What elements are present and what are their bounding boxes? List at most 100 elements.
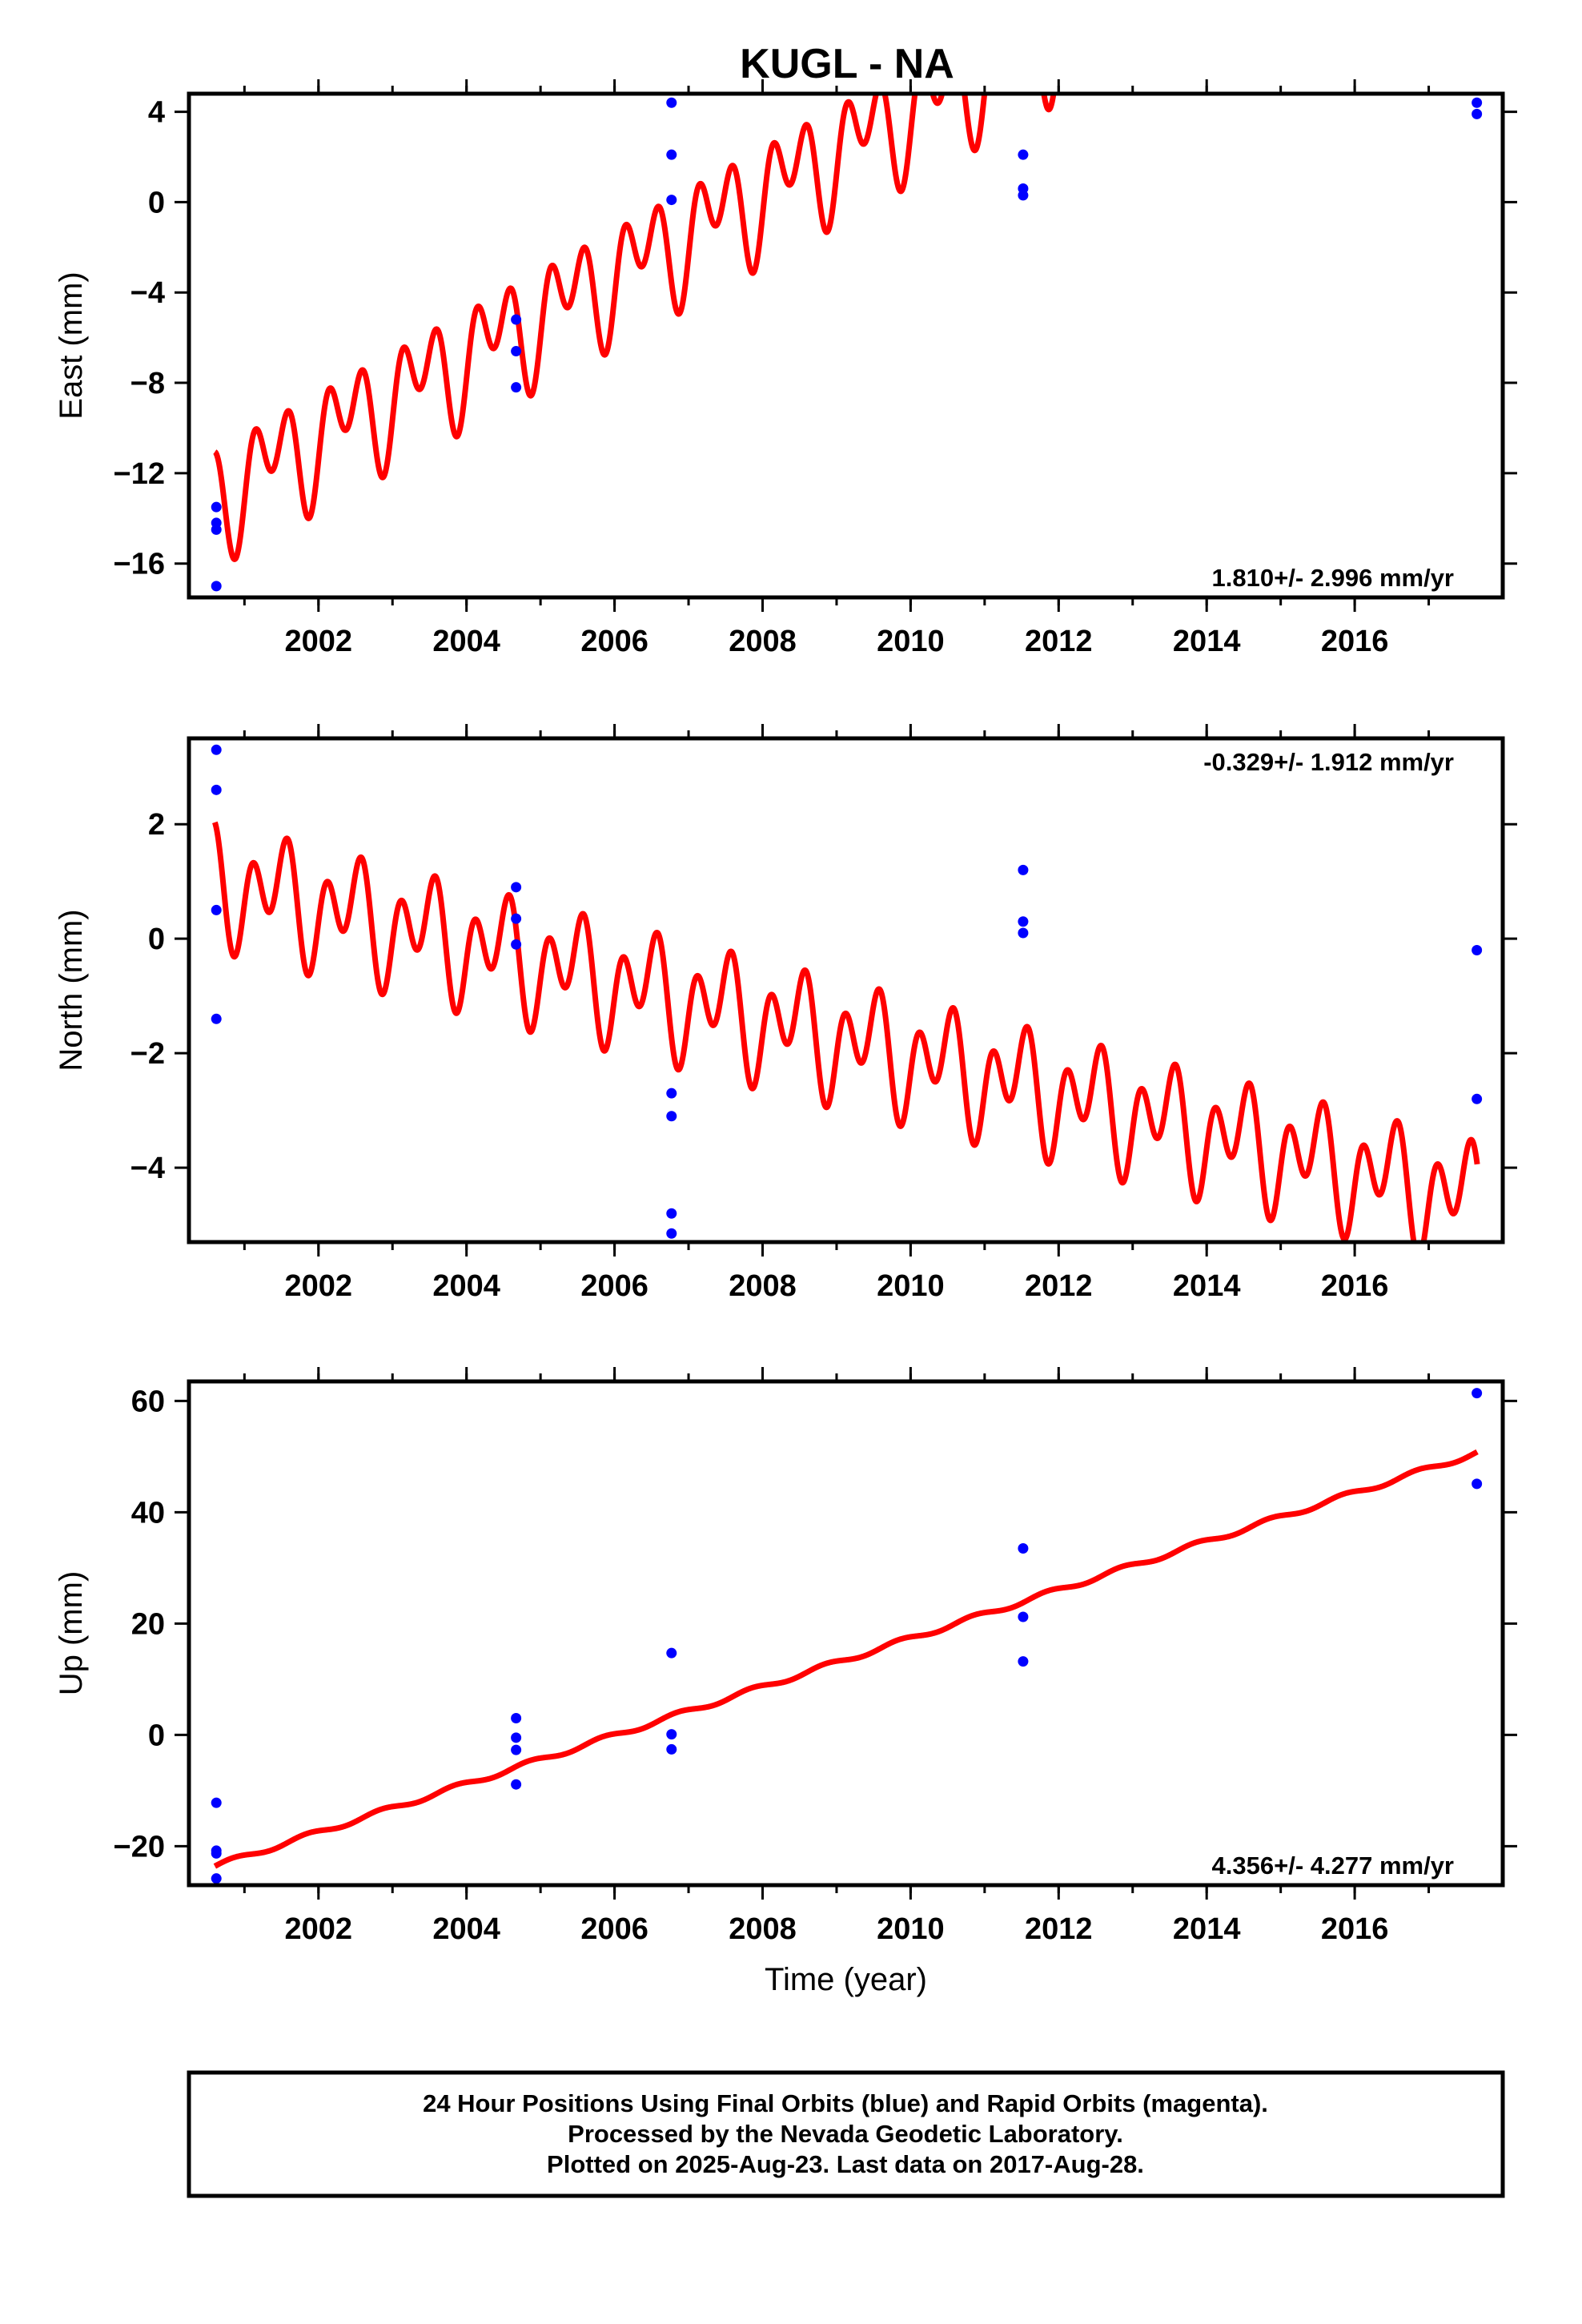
final-orbit-point [211,1848,222,1859]
final-orbit-point [666,1208,677,1219]
final-orbit-point [511,314,522,325]
final-orbit-point [666,1228,677,1239]
y-tick-label: −4 [130,276,165,310]
x-tick-label: 2016 [1321,1269,1389,1303]
final-orbit-point [511,1779,522,1790]
final-orbit-point [666,97,677,108]
x-tick-label: 2012 [1025,1269,1093,1303]
final-orbit-point [1472,1388,1483,1399]
x-tick-label: 2004 [432,625,500,658]
x-tick-label: 2002 [285,1912,353,1946]
x-tick-label: 2004 [432,1269,500,1303]
final-orbit-point [1472,1478,1483,1490]
x-tick-label: 2010 [877,1912,945,1946]
footer-line-3: Plotted on 2025-Aug-23. Last data on 201… [547,2150,1144,2178]
y-tick-label: −4 [130,1152,165,1185]
footer-line-2: Processed by the Nevada Geodetic Laborat… [568,2120,1123,2148]
x-tick-label: 2014 [1173,1269,1241,1303]
rate-annotation: 4.356+/- 4.277 mm/yr [1212,1852,1454,1880]
final-orbit-point [666,149,677,160]
x-tick-label: 2006 [580,625,648,658]
x-tick-label: 2002 [285,625,353,658]
y-tick-label: 20 [131,1607,165,1641]
footer-line-1: 24 Hour Positions Using Final Orbits (bl… [423,2089,1268,2117]
y-axis-label: Up (mm) [54,1571,89,1696]
final-orbit-point [666,1729,677,1740]
y-tick-label: −16 [114,548,165,581]
chart-title: KUGL - NA [740,41,954,87]
y-tick-label: −12 [114,457,165,491]
rate-annotation: -0.329+/- 1.912 mm/yr [1203,748,1454,776]
final-orbit-point [211,1797,222,1808]
y-tick-label: 0 [148,923,165,956]
model-fit-line [212,94,1057,562]
final-orbit-point [1472,108,1483,119]
x-tick-label: 2002 [285,1269,353,1303]
final-orbit-point [666,1088,677,1099]
final-orbit-point [511,346,522,357]
y-axis-label: East (mm) [54,271,89,419]
x-tick-label: 2012 [1025,625,1093,658]
final-orbit-point [1018,190,1029,201]
y-tick-label: 60 [131,1385,165,1418]
final-orbit-point [1018,916,1029,927]
final-orbit-point [666,1743,677,1755]
y-tick-label: 4 [148,96,165,130]
east-panel: 2002 2004 2006 2008 2010 2012 2014 2016 4 0 −4 −8 −1… [54,79,1517,658]
final-orbit-point [211,784,222,795]
final-orbit-point [666,1111,677,1122]
x-tick-label: 2010 [877,1269,945,1303]
x-tick-label: 2008 [729,625,797,658]
final-orbit-point [511,939,522,950]
y-tick-label: 0 [148,1719,165,1752]
final-orbit-point [211,524,222,535]
plot-frame [187,1379,1505,1888]
x-tick-label: 2012 [1025,1912,1093,1946]
final-orbit-point [666,1647,677,1659]
footer-box: 24 Hour Positions Using Final Orbits (bl… [187,2070,1505,2198]
final-orbit-point [511,382,522,393]
y-tick-label: −20 [114,1830,165,1864]
y-tick-label: 2 [148,808,165,842]
up-panel: 2002 2004 2006 2008 2010 2012 2014 2016 60 40 20 0 −… [54,1367,1517,1997]
final-orbit-point [1018,1543,1029,1554]
y-tick-label: 0 [148,186,165,219]
final-orbit-point [511,913,522,924]
x-tick-label: 2006 [580,1269,648,1303]
final-orbit-point [1018,927,1029,939]
final-orbit-point [211,744,222,755]
north-panel: 2002 2004 2006 2008 2010 2012 2014 2016 2 0 −2 −4 No… [54,724,1517,1303]
final-orbit-point [1018,149,1029,160]
x-axis-label: Time (year) [765,1962,927,1997]
final-orbit-point [1018,1611,1029,1622]
x-tick-label: 2016 [1321,1912,1389,1946]
x-tick-label: 2008 [729,1912,797,1946]
final-orbit-point [1472,1093,1483,1104]
final-orbit-point [666,195,677,206]
model-fit-line [212,820,1480,1242]
final-orbit-point [511,1744,522,1755]
x-tick-label: 2010 [877,625,945,658]
final-orbit-point [511,1732,522,1743]
x-tick-label: 2006 [580,1912,648,1946]
final-orbit-point [211,904,222,915]
final-orbit-point [211,1873,222,1884]
final-orbit-point [511,882,522,893]
final-orbit-point [511,1712,522,1723]
final-orbit-point [1472,944,1483,955]
final-orbit-point [211,1013,222,1024]
final-orbit-point [211,581,222,592]
y-tick-label: −2 [130,1037,165,1071]
y-tick-label: −8 [130,367,165,400]
y-axis-label: North (mm) [54,909,89,1071]
y-tick-label: 40 [131,1496,165,1530]
x-tick-label: 2014 [1173,625,1241,658]
final-orbit-point [211,501,222,513]
final-orbit-point [1472,97,1483,108]
x-tick-label: 2016 [1321,625,1389,658]
plot-frame [187,91,1505,600]
rate-annotation: 1.810+/- 2.996 mm/yr [1212,564,1454,592]
footer-frame [187,2070,1505,2198]
final-orbit-point [1018,864,1029,875]
